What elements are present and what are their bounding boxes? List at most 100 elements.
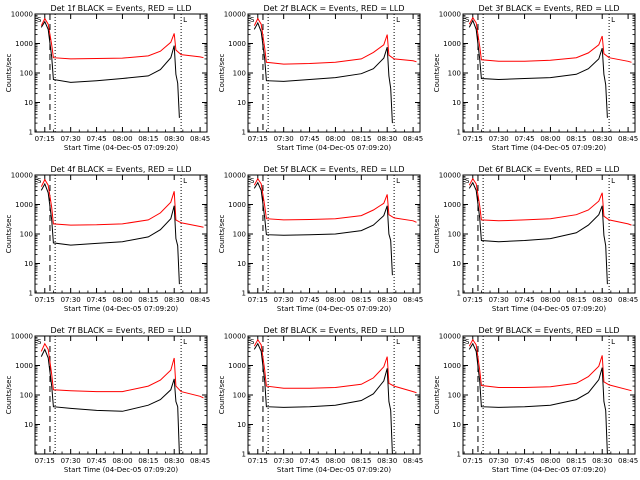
corner-label-l: L [611,16,615,24]
panel-title: Det 8f BLACK = Events, RED = LLD [263,326,404,335]
panel-9: Det 9f BLACK = Events, RED = LLD 1 10 100 10… [433,326,638,474]
y-tick-label: 100 [448,231,461,239]
corner-label-l: L [396,177,400,185]
x-tick-label: 07:15 [35,135,55,143]
series-line-lld [468,338,632,392]
y-tick-label: 1000 [15,201,33,209]
y-tick-label: 1000 [443,40,461,48]
y-tick-label: 10000 [11,333,33,341]
x-tick-label: 08:30 [377,135,397,143]
y-axis-title: Counts/sec [218,54,226,93]
x-tick-label: 08:00 [325,457,345,465]
x-tick-label: 07:45 [299,135,319,143]
corner-label-l: L [183,16,187,24]
series-line-events [468,19,608,118]
series-line-lld [40,178,204,228]
x-tick-label: 08:45 [190,296,210,304]
y-tick-label: 10 [237,421,246,429]
y-axis-title: Counts/sec [433,376,441,415]
x-tick-label: 08:30 [164,296,184,304]
x-tick-label: 08:45 [618,457,638,465]
x-tick-label: 07:30 [61,457,81,465]
x-tick-label: 08:30 [592,296,612,304]
corner-label-s: S [37,16,42,24]
y-tick-label: 1 [457,451,461,459]
corner-label-l: L [396,16,400,24]
panel-3: Det 3f BLACK = Events, RED = LLD 1 10 100 10… [433,4,638,152]
y-tick-label: 10000 [224,172,246,180]
x-tick-label: 08:00 [112,135,132,143]
x-tick-label: 07:15 [248,135,268,143]
x-tick-label: 08:00 [112,457,132,465]
x-tick-label: 07:30 [274,457,294,465]
panel-title: Det 1f BLACK = Events, RED = LLD [50,4,191,13]
panel-2: Det 2f BLACK = Events, RED = LLD 1 10 100 10… [218,4,423,152]
y-tick-label: 1 [457,290,461,298]
x-tick-label: 08:15 [138,457,158,465]
x-axis-title: Start Time (04-Dec-05 07:09:20) [277,144,391,152]
x-tick-label: 08:15 [566,135,586,143]
y-tick-label: 10 [452,260,461,268]
y-axis-title: Counts/sec [5,376,13,415]
x-tick-label: 08:15 [566,457,586,465]
y-tick-label: 100 [233,392,246,400]
y-axis-title: Counts/sec [5,215,13,254]
y-tick-label: 10000 [439,333,461,341]
x-tick-label: 08:45 [190,457,210,465]
panel-title: Det 4f BLACK = Events, RED = LLD [50,165,191,174]
y-tick-label: 100 [20,70,33,78]
panel-title: Det 9f BLACK = Events, RED = LLD [478,326,619,335]
y-tick-label: 1000 [15,362,33,370]
x-tick-label: 07:45 [86,135,106,143]
series-line-events [253,181,393,276]
x-tick-label: 08:45 [618,135,638,143]
y-tick-label: 10 [24,421,33,429]
x-tick-label: 07:30 [61,135,81,143]
corner-label-s: S [465,177,470,185]
x-tick-label: 07:15 [35,296,55,304]
y-tick-label: 1000 [443,201,461,209]
corner-label-s: S [250,338,255,346]
x-tick-label: 07:15 [248,457,268,465]
x-tick-label: 08:00 [540,135,560,143]
x-tick-label: 07:45 [299,457,319,465]
x-axis-title: Start Time (04-Dec-05 07:09:20) [64,466,178,474]
y-tick-label: 100 [233,231,246,239]
corner-label-s: S [37,338,42,346]
y-tick-label: 1 [457,129,461,137]
x-tick-label: 07:15 [35,457,55,465]
y-axis-title: Counts/sec [218,215,226,254]
y-tick-label: 10 [237,99,246,107]
y-tick-label: 10000 [439,172,461,180]
x-tick-label: 08:30 [592,135,612,143]
y-tick-label: 10000 [439,11,461,19]
corner-label-s: S [250,177,255,185]
y-tick-label: 10000 [224,333,246,341]
y-tick-label: 10000 [11,172,33,180]
x-tick-label: 08:45 [403,296,423,304]
x-axis-title: Start Time (04-Dec-05 07:09:20) [492,305,606,313]
x-tick-label: 08:30 [164,457,184,465]
panel-title: Det 6f BLACK = Events, RED = LLD [478,165,619,174]
x-axis-title: Start Time (04-Dec-05 07:09:20) [64,305,178,313]
x-axis-title: Start Time (04-Dec-05 07:09:20) [64,144,178,152]
series-line-events [253,342,393,455]
y-tick-label: 1 [242,290,246,298]
x-tick-label: 08:00 [540,296,560,304]
series-line-lld [253,17,417,65]
corner-label-l: L [611,177,615,185]
y-tick-label: 1000 [228,201,246,209]
panel-5: Det 5f BLACK = Events, RED = LLD 1 10 100 10… [218,165,423,313]
y-tick-label: 10 [24,260,33,268]
y-tick-label: 1000 [443,362,461,370]
series-line-lld [468,177,632,226]
y-tick-label: 10 [24,99,33,107]
corner-label-s: S [37,177,42,185]
x-tick-label: 08:30 [377,296,397,304]
x-tick-label: 07:30 [274,296,294,304]
x-tick-label: 08:00 [325,135,345,143]
y-axis-title: Counts/sec [218,376,226,415]
x-tick-label: 08:30 [592,457,612,465]
